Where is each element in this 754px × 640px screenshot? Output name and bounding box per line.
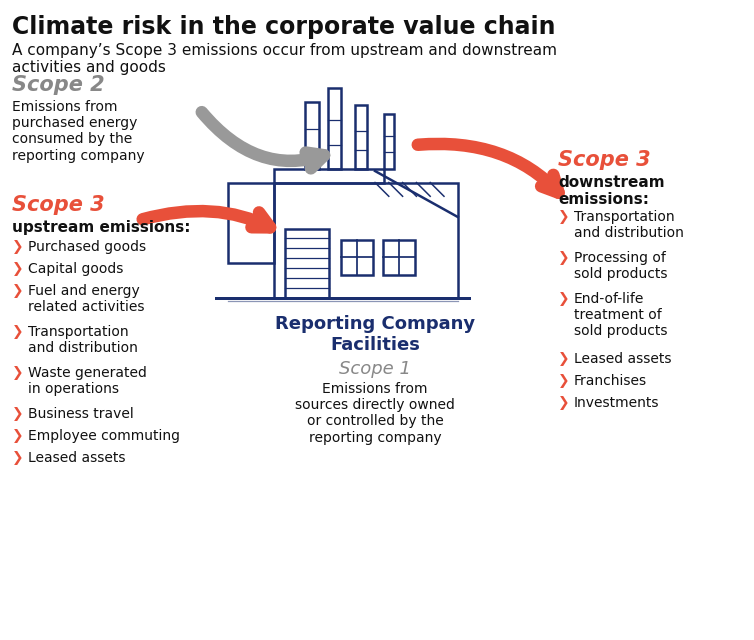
Text: upstream emissions:: upstream emissions:	[12, 220, 191, 235]
Text: ❯: ❯	[558, 352, 569, 366]
Bar	[355, 106, 367, 169]
Text: Franchises: Franchises	[574, 374, 647, 388]
Text: ❯: ❯	[558, 292, 569, 306]
Bar	[228, 182, 274, 263]
Text: Scope 2: Scope 2	[12, 75, 105, 95]
Bar	[285, 228, 329, 298]
Bar	[383, 240, 415, 275]
Bar	[274, 169, 385, 182]
Text: Leased assets: Leased assets	[28, 451, 125, 465]
Text: ❯: ❯	[558, 374, 569, 388]
Bar	[341, 240, 372, 275]
Bar	[384, 113, 394, 169]
Text: ❯: ❯	[12, 284, 23, 298]
Text: Leased assets: Leased assets	[574, 352, 672, 366]
Text: ❯: ❯	[12, 366, 23, 380]
Bar	[305, 102, 319, 169]
Text: Scope 3: Scope 3	[12, 195, 105, 215]
Text: Investments: Investments	[574, 396, 660, 410]
Text: Scope 1: Scope 1	[339, 360, 411, 378]
Text: ❯: ❯	[12, 451, 23, 465]
Text: Waste generated
in operations: Waste generated in operations	[28, 366, 147, 396]
Bar	[329, 88, 341, 169]
Text: End-of-life
treatment of
sold products: End-of-life treatment of sold products	[574, 292, 667, 339]
Text: Capital goods: Capital goods	[28, 262, 124, 276]
Text: Purchased goods: Purchased goods	[28, 240, 146, 254]
Text: Transportation
and distribution: Transportation and distribution	[574, 210, 684, 240]
Text: ❯: ❯	[12, 325, 23, 339]
Text: Emissions from
purchased energy
consumed by the
reporting company: Emissions from purchased energy consumed…	[12, 100, 145, 163]
Text: ❯: ❯	[558, 396, 569, 410]
Text: ❯: ❯	[558, 210, 569, 224]
Text: ❯: ❯	[558, 251, 569, 265]
Text: ❯: ❯	[12, 429, 23, 443]
Text: Processing of
sold products: Processing of sold products	[574, 251, 667, 281]
Text: ❯: ❯	[12, 262, 23, 276]
Text: Reporting Company
Facilities: Reporting Company Facilities	[275, 315, 475, 354]
Text: A company’s Scope 3 emissions occur from upstream and downstream
activities and : A company’s Scope 3 emissions occur from…	[12, 43, 557, 76]
Text: ❯: ❯	[12, 240, 23, 254]
Text: Scope 3: Scope 3	[558, 150, 651, 170]
Text: Employee commuting: Employee commuting	[28, 429, 180, 443]
Text: Emissions from
sources directly owned
or controlled by the
reporting company: Emissions from sources directly owned or…	[295, 382, 455, 445]
Text: ❯: ❯	[12, 407, 23, 421]
Text: Transportation
and distribution: Transportation and distribution	[28, 325, 138, 355]
Text: Business travel: Business travel	[28, 407, 133, 421]
Text: Climate risk in the corporate value chain: Climate risk in the corporate value chai…	[12, 15, 556, 39]
Bar	[274, 182, 458, 298]
Text: Fuel and energy
related activities: Fuel and energy related activities	[28, 284, 145, 314]
Text: downstream
emissions:: downstream emissions:	[558, 175, 664, 207]
